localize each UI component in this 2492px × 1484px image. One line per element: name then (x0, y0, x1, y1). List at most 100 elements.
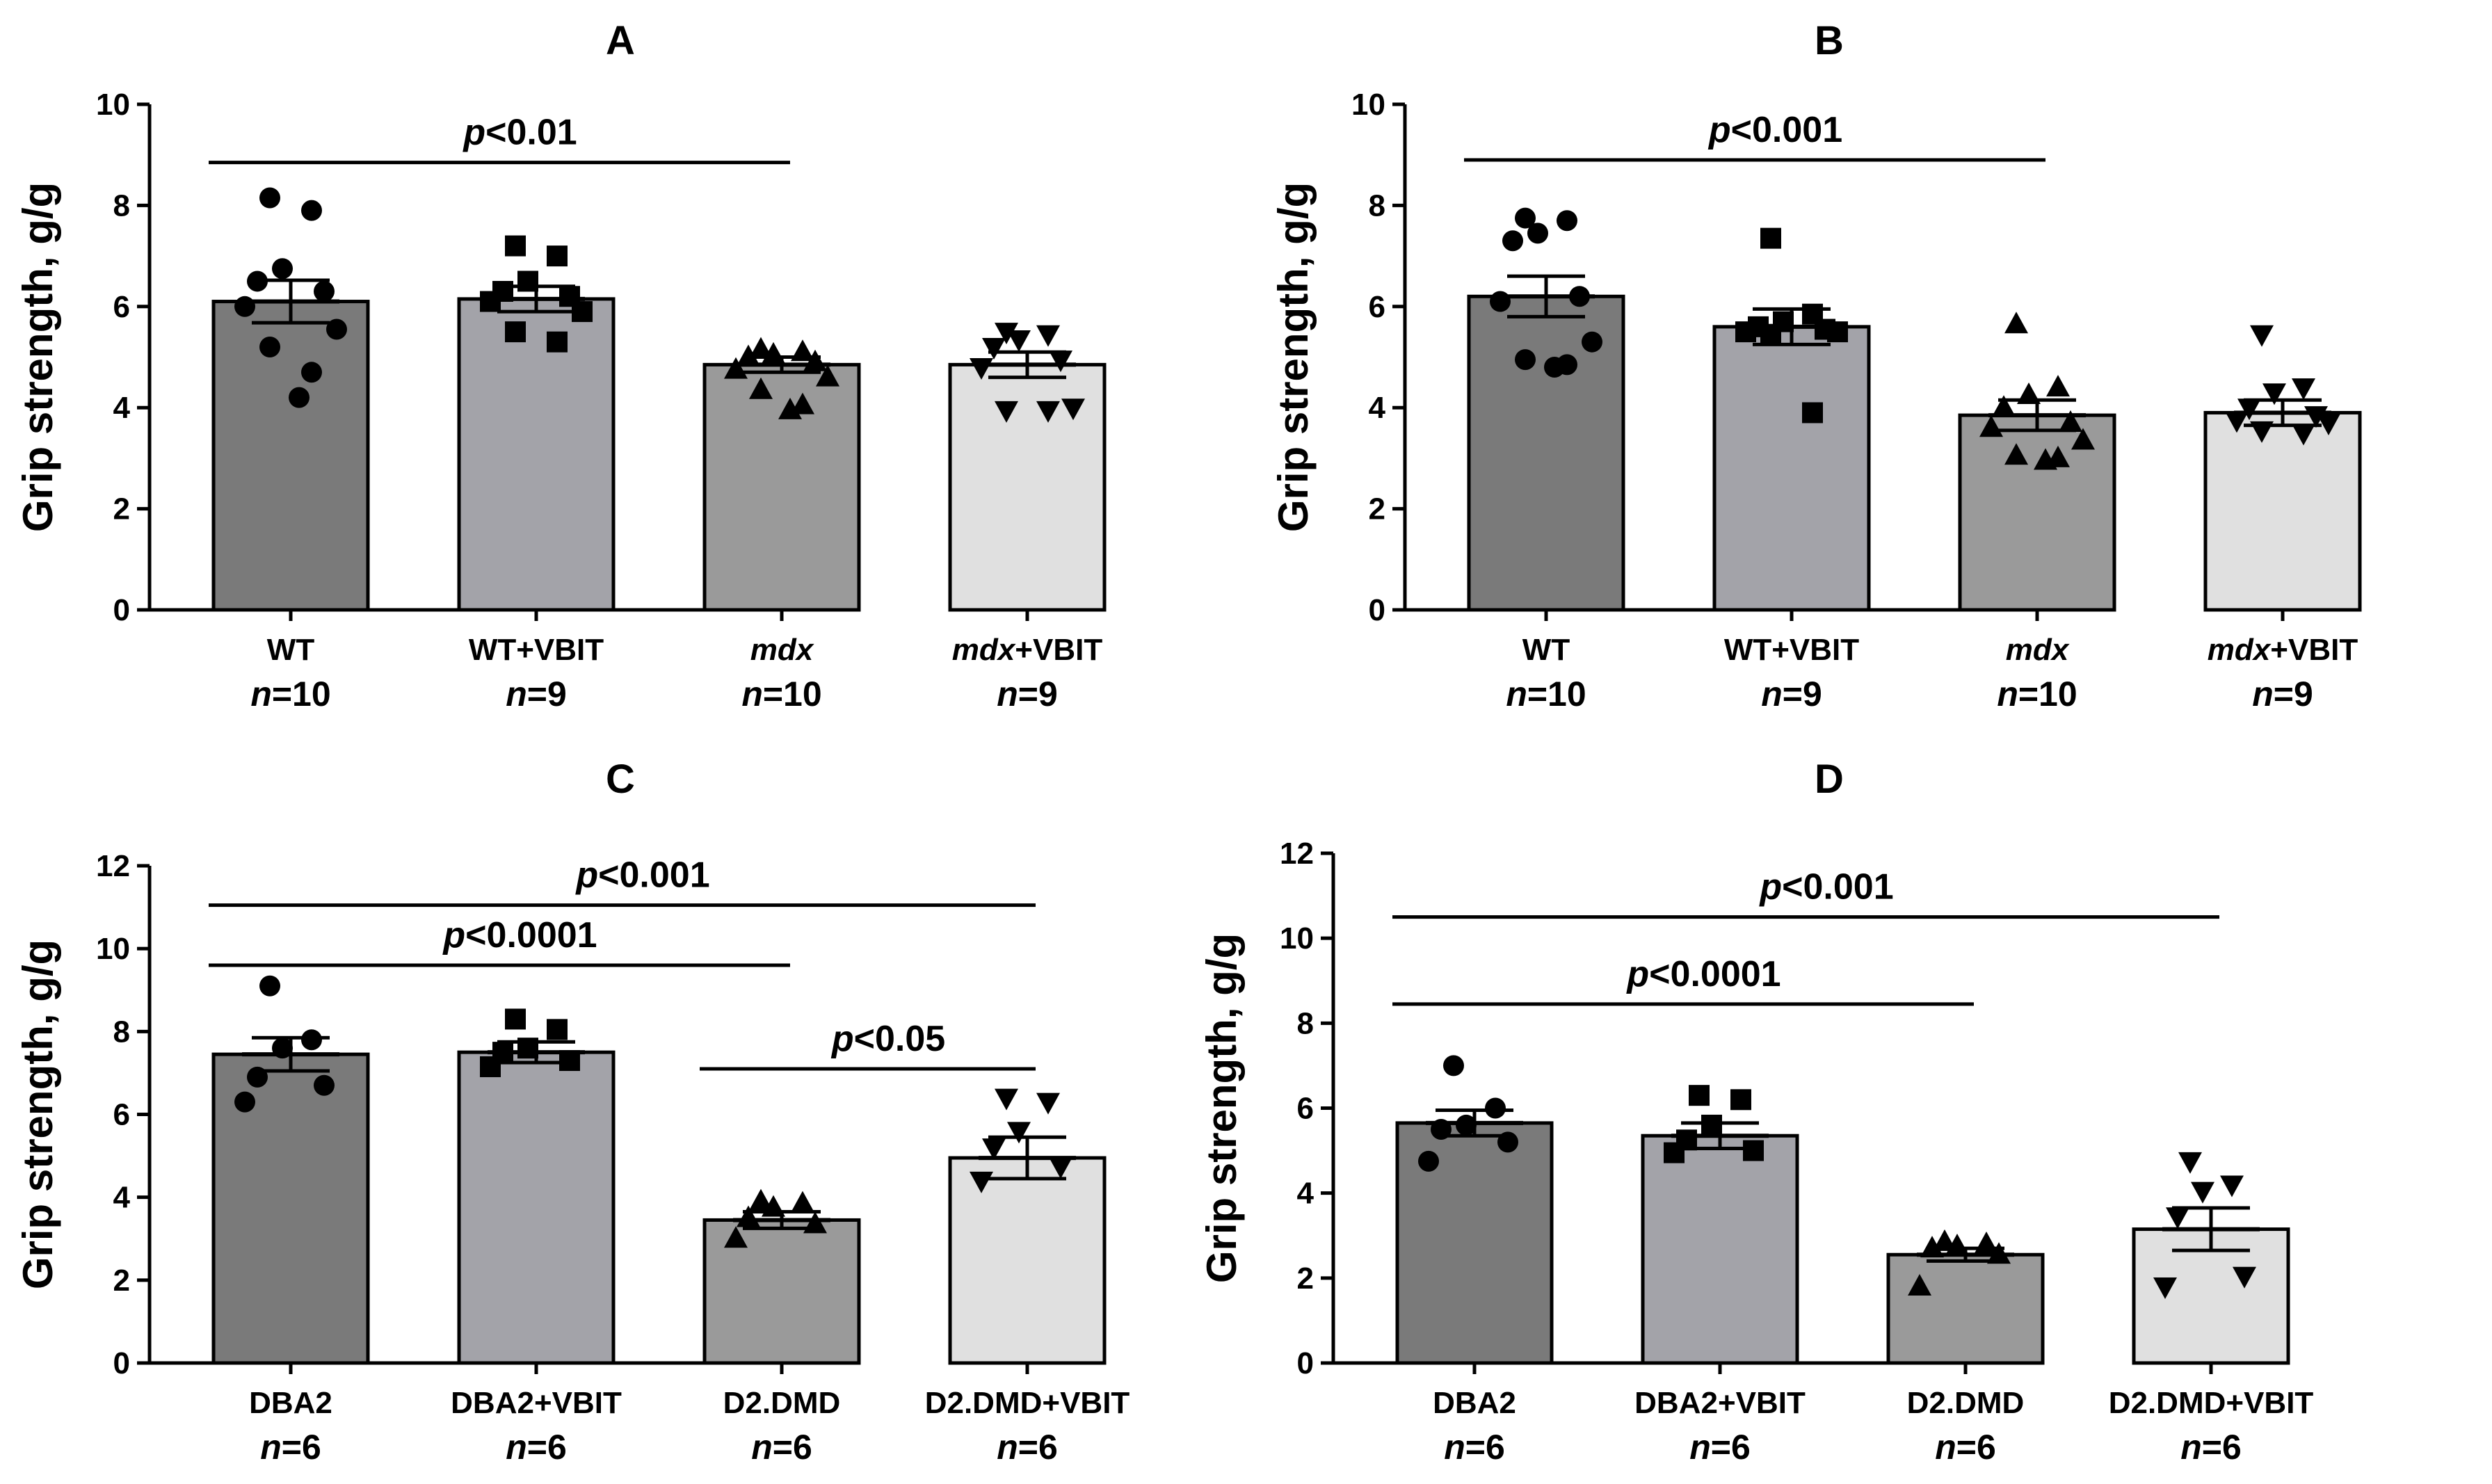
data-point (326, 318, 347, 340)
data-point (547, 1019, 568, 1040)
y-tick-label: 6 (1369, 290, 1385, 324)
y-tick-label: 12 (96, 849, 130, 883)
y-tick-label: 4 (1297, 1177, 1315, 1211)
y-tick-label: 4 (1369, 391, 1386, 425)
data-point (1992, 395, 2016, 417)
data-point (2034, 448, 2057, 470)
y-tick-label: 0 (1369, 593, 1385, 627)
data-point (1908, 1274, 1931, 1296)
data-point (272, 258, 293, 280)
data-point (1582, 331, 1602, 353)
y-tick-label: 6 (113, 290, 130, 324)
data-point (547, 245, 568, 267)
data-point (1689, 1085, 1710, 1106)
x-category-label: DBA2 (1433, 1386, 1516, 1420)
data-point (791, 392, 814, 414)
data-point (2153, 1277, 2177, 1300)
x-category-label: mdx (750, 633, 814, 667)
sample-size-label: n=6 (997, 1428, 1058, 1467)
data-point (1049, 350, 1072, 373)
panel-a: A Grip strength, g/g 0 2 4 6 8 10 WT n=10 WT+VBIT n… (15, 18, 1107, 713)
x-category-label: D2.DMD (723, 1386, 841, 1420)
data-point (301, 362, 322, 383)
y-tick-label: 4 (113, 1181, 131, 1215)
data-point (1443, 1055, 1464, 1076)
sample-size-label: n=6 (2180, 1428, 2242, 1467)
data-point (259, 187, 280, 209)
y-tick-label: 10 (1351, 88, 1385, 122)
x-category-label: D2.DMD (1907, 1386, 2025, 1420)
data-point (2046, 375, 2070, 397)
panel-title: B (1815, 18, 1844, 63)
sample-size-label: n=9 (1761, 675, 1822, 713)
data-point (2059, 410, 2082, 433)
y-axis-label: Grip strength, g/g (1198, 933, 1245, 1283)
data-point (301, 1029, 322, 1051)
sample-size-label: n=6 (506, 1428, 567, 1467)
data-point (2004, 443, 2028, 465)
y-tick-label: 10 (96, 88, 130, 122)
sample-size-label: n=6 (1444, 1428, 1505, 1467)
p-value-label: p<0.001 (1758, 867, 1893, 908)
y-tick-label: 8 (1297, 1006, 1314, 1040)
y-tick-label: 10 (1280, 921, 1314, 955)
x-category-label: DBA2+VBIT (1634, 1386, 1806, 1420)
data-point (778, 397, 802, 419)
y-tick-label: 6 (113, 1098, 130, 1132)
data-point (1061, 398, 1085, 421)
y-tick-label: 0 (113, 593, 130, 627)
data-point (259, 336, 280, 357)
data-point (1760, 227, 1781, 249)
y-tick-label: 0 (1297, 1346, 1314, 1380)
bar (457, 297, 616, 612)
y-tick-label: 6 (1297, 1092, 1314, 1126)
data-point (2071, 428, 2095, 450)
data-point (970, 1171, 993, 1193)
x-category-label: DBA2 (249, 1386, 332, 1420)
data-point (1456, 1114, 1477, 1136)
y-axis-label: Grip strength, g/g (1270, 182, 1317, 532)
sample-size-label: n=6 (1935, 1428, 1996, 1467)
data-point (1485, 1097, 1506, 1119)
data-point (505, 235, 526, 257)
data-point (1735, 321, 1756, 343)
bar (457, 1050, 616, 1365)
data-point (2220, 1175, 2244, 1197)
data-point (2237, 398, 2261, 421)
data-point (1515, 349, 1536, 371)
sample-size-label: n=6 (1689, 1428, 1751, 1467)
data-point (2004, 312, 2028, 334)
x-category-label: mdx+VBIT (952, 633, 1103, 667)
sample-size-label: n=9 (506, 675, 567, 713)
data-point (1036, 401, 1060, 423)
data-point (724, 1226, 748, 1248)
data-point (259, 975, 280, 997)
data-point (234, 1091, 255, 1113)
panel-title: D (1815, 757, 1844, 802)
p-value-label: p<0.0001 (1625, 954, 1780, 994)
sample-size-label: n=9 (997, 675, 1058, 713)
data-point (1036, 1092, 1060, 1115)
data-point (1515, 207, 1536, 229)
data-point (1979, 415, 2003, 437)
bar (948, 1156, 1107, 1365)
data-point (301, 200, 322, 221)
data-point (1036, 325, 1060, 347)
data-point (982, 1138, 1006, 1161)
y-tick-label: 0 (113, 1346, 130, 1380)
y-tick-label: 2 (113, 492, 130, 526)
sample-size-label: n=10 (741, 675, 821, 713)
data-point (2262, 383, 2286, 405)
p-value-label: p<0.05 (830, 1019, 945, 1059)
bar (1886, 1252, 2045, 1365)
data-point (1527, 223, 1548, 244)
data-point (749, 337, 773, 359)
data-point (1743, 1140, 1764, 1161)
sample-size-label: n=6 (751, 1428, 812, 1467)
data-point (2178, 1152, 2202, 1174)
bar (702, 362, 861, 612)
p-value-label: p<0.001 (1707, 110, 1842, 150)
y-tick-label: 8 (1369, 188, 1385, 223)
data-point (547, 331, 568, 353)
